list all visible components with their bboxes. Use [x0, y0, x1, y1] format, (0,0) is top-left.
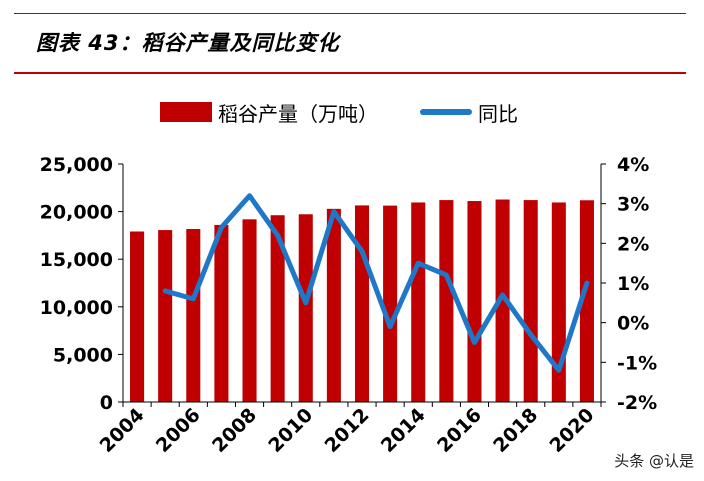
line-yoy: [162, 193, 590, 373]
bar-2013: [383, 205, 398, 402]
y-right-tick-label: -1%: [617, 352, 657, 374]
legend-label-production: 稻谷产量（万吨）: [218, 101, 378, 126]
y-right-tick-label: 1%: [617, 273, 649, 295]
bar-2020: [579, 200, 594, 402]
y-left-tick-label: 10,000: [40, 297, 113, 319]
bar-2012: [354, 205, 370, 402]
bar-2009: [270, 215, 285, 402]
y-right-tick-label: 2%: [617, 233, 649, 255]
legend-item-yoy: 同比: [378, 98, 518, 127]
legend-swatch-bar: [160, 102, 212, 122]
x-tick-label-2014: 2014: [377, 404, 430, 457]
y-left-tick-label: 20,000: [40, 202, 113, 224]
bar-2017: [495, 199, 510, 402]
y-right-tick-label: 4%: [617, 154, 649, 176]
bar-2008: [242, 219, 257, 402]
bar-2016: [467, 201, 482, 402]
x-tick-label-2016: 2016: [433, 404, 486, 457]
bar-2015: [439, 200, 454, 402]
x-tick-label-2008: 2008: [208, 404, 261, 457]
bar-2005: [158, 230, 173, 402]
chart-legend: 稻谷产量（万吨） 同比: [160, 97, 518, 127]
bar-2006: [186, 229, 201, 402]
x-tick-label-2020: 2020: [546, 404, 599, 457]
chart-title: 图表 43：稻谷产量及同比变化: [36, 31, 340, 55]
y-left-tick-label: 25,000: [40, 154, 113, 176]
bar-2004: [130, 231, 145, 402]
y-left-tick-label: 15,000: [40, 249, 113, 271]
x-tick-label-2010: 2010: [264, 404, 317, 457]
y-left-tick-label: 0: [100, 392, 113, 414]
y-right-tick-label: -2%: [617, 392, 657, 414]
legend-swatch-line: [420, 109, 472, 115]
bar-2014: [411, 202, 426, 402]
x-tick-label-2018: 2018: [489, 404, 542, 457]
bar-2007: [214, 224, 229, 402]
bar-2010: [298, 214, 313, 402]
y-left-tick-label: 5,000: [53, 344, 113, 366]
legend-item-production: 稻谷产量（万吨）: [160, 98, 378, 127]
x-tick-label-2006: 2006: [152, 404, 205, 457]
title-rule-bottom: [14, 72, 686, 74]
title-rule-top: [14, 13, 686, 14]
y-right-tick-label: 3%: [617, 194, 649, 216]
y-right-tick-label: 0%: [617, 313, 649, 335]
x-tick-label-2012: 2012: [321, 404, 374, 457]
legend-label-yoy: 同比: [478, 101, 518, 126]
bar-2018: [523, 200, 538, 402]
bar-2011: [326, 208, 341, 402]
watermark: 头条 @认是: [614, 452, 694, 470]
